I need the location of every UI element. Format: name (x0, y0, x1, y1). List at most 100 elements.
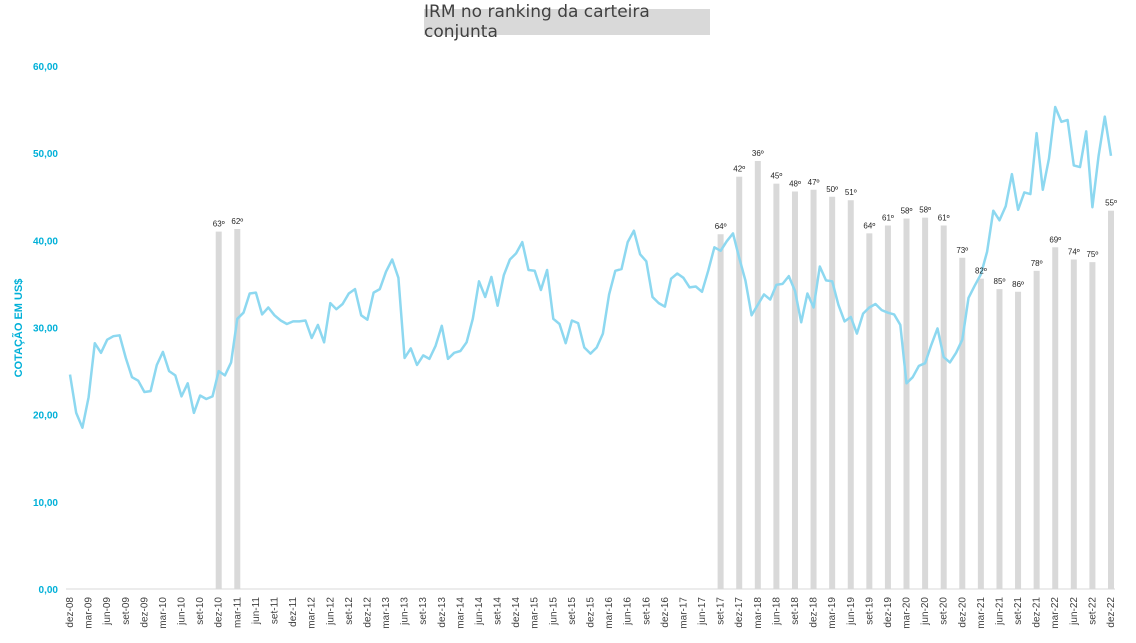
bar-mar-22 (1052, 247, 1059, 589)
x-tick-label: set-11 (269, 597, 280, 624)
bar-rank-label: 47º (808, 178, 820, 187)
bar-rank-label: 63º (213, 220, 225, 229)
x-tick-label: mar-20 (902, 597, 913, 629)
bar-rank-label: 45º (770, 172, 782, 181)
bar-dez-22 (1108, 210, 1114, 590)
bar-rank-label: 58º (901, 207, 913, 216)
bar-rank-label: 61º (938, 214, 950, 223)
x-tick-label: set-13 (418, 597, 429, 625)
bar-rank-label: 48º (789, 180, 801, 189)
bars-layer (215, 161, 1114, 590)
x-tick-label: set-12 (344, 597, 355, 625)
x-tick-label: mar-10 (158, 597, 169, 629)
x-tick-label: jun-16 (623, 597, 634, 626)
x-tick-label: dez-13 (437, 597, 448, 628)
bar-set-19 (866, 233, 873, 590)
x-tick-label: set-17 (716, 597, 727, 625)
bar-dez-17 (736, 176, 743, 589)
y-tick-label: 60,00 (33, 62, 58, 73)
x-tick-label: dez-11 (288, 597, 299, 627)
x-tick-label: jun-14 (474, 597, 485, 626)
bar-dez-21 (1033, 270, 1040, 589)
bar-rank-label: 74º (1068, 248, 1080, 257)
bar-rank-label: 75º (1086, 250, 1098, 259)
y-tick-label: 20,00 (33, 411, 58, 422)
y-tick-label: 10,00 (33, 498, 58, 509)
x-tick-label: dez-17 (734, 597, 745, 628)
x-tick-label: dez-15 (586, 597, 597, 628)
bar-rank-label: 86º (1012, 280, 1024, 289)
x-tick-label: jun-10 (177, 597, 188, 626)
x-tick-label: jun-11 (251, 597, 262, 625)
x-tick-label: dez-16 (660, 597, 671, 628)
bar-jun-22 (1070, 259, 1077, 589)
bar-set-17 (717, 234, 724, 589)
x-tick-label: mar-17 (678, 597, 689, 629)
bar-mar-18 (754, 161, 761, 590)
x-tick-label: dez-19 (883, 597, 894, 628)
bar-jun-20 (922, 217, 929, 590)
bar-rank-label: 61º (882, 214, 894, 223)
x-tick-label: mar-21 (976, 597, 987, 629)
x-tick-label: jun-22 (1069, 597, 1080, 626)
bar-jun-18 (773, 183, 780, 590)
x-tick-label: mar-18 (753, 597, 764, 629)
x-tick-label: mar-19 (827, 597, 838, 629)
bar-rank-label: 73º (956, 246, 968, 255)
label-layer: 63º 62º 64º 42º 36º 45º 48º 47º 50º 51º 64º 61º 58º 5… (213, 149, 1117, 289)
x-tick-label: jun-15 (548, 597, 559, 626)
bar-set-21 (1015, 291, 1022, 589)
x-tick-label: jun-13 (400, 597, 411, 626)
bar-mar-19 (829, 196, 836, 589)
x-tick-label: dez-08 (65, 597, 76, 628)
bar-mar-20 (903, 218, 910, 589)
bar-rank-label: 58º (919, 206, 931, 215)
y-tick-label: 40,00 (33, 236, 58, 247)
bar-rank-label: 82º (975, 267, 987, 276)
x-tick-label: set-10 (195, 597, 206, 625)
y-axis-title: COTAÇÃO EM US$ (12, 279, 25, 378)
x-tick-label: set-16 (641, 597, 652, 625)
x-tick-label: jun-19 (846, 597, 857, 626)
bar-rank-label: 55º (1105, 199, 1117, 208)
bar-rank-label: 36º (752, 149, 764, 158)
bar-dez-20 (959, 257, 966, 589)
x-tick-label: mar-11 (232, 597, 243, 628)
x-tick-label: dez-10 (214, 597, 225, 628)
x-tick-label: mar-13 (381, 597, 392, 629)
bar-dez-19 (884, 225, 891, 589)
x-tick-label: dez-18 (809, 597, 820, 628)
bar-rank-label: 51º (845, 188, 857, 197)
x-tick-label: dez-14 (511, 597, 522, 628)
bar-rank-label: 85º (994, 277, 1006, 286)
bar-rank-label: 64º (715, 222, 727, 231)
x-tick-label: jun-20 (920, 597, 931, 626)
bar-rank-label: 62º (231, 217, 243, 226)
bar-set-18 (791, 191, 798, 589)
x-tick-label: set-20 (939, 597, 950, 625)
x-tick-label: dez-22 (1106, 597, 1117, 628)
chart-title: IRM no ranking da carteira conjunta (424, 2, 650, 42)
x-tick-label: set-15 (567, 597, 578, 625)
y-tick-label: 0,00 (39, 585, 59, 596)
x-tick-label: mar-14 (455, 597, 466, 629)
x-tick-label: dez-21 (1032, 597, 1043, 628)
bar-rank-label: 42º (733, 165, 745, 174)
bar-dez-18 (810, 189, 817, 589)
bar-jun-19 (847, 200, 854, 589)
x-tick-label: mar-12 (307, 597, 318, 629)
x-tick-label: dez-20 (957, 597, 968, 628)
line-layer (68, 105, 1113, 429)
bar-rank-label: 64º (863, 221, 875, 230)
x-tick-label: mar-22 (1050, 597, 1061, 629)
x-tick-label: jun-17 (697, 597, 708, 626)
bar-rank-label: 69º (1049, 235, 1061, 244)
bar-set-22 (1089, 262, 1096, 589)
bar-dez-10 (215, 231, 222, 589)
x-tick-label: set-18 (790, 597, 801, 625)
x-tick-label: dez-12 (362, 597, 373, 628)
price-line (68, 105, 1113, 429)
x-tick-label: mar-15 (530, 597, 541, 629)
x-tick-label: dez-09 (139, 597, 150, 628)
bar-mar-11 (234, 229, 241, 590)
